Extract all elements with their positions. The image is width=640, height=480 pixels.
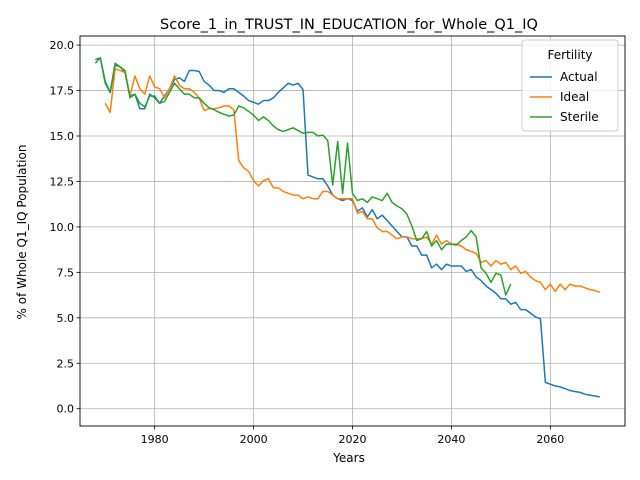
x-tick-label: 2020 bbox=[339, 433, 367, 446]
series-line-sterile bbox=[94, 57, 512, 296]
y-tick-label: 17.5 bbox=[50, 85, 75, 98]
y-tick-label: 0.0 bbox=[57, 403, 75, 416]
y-tick-label: 2.5 bbox=[57, 357, 75, 370]
series-line-ideal bbox=[104, 67, 601, 294]
x-tick-label: 2000 bbox=[240, 433, 268, 446]
legend-title: Fertility bbox=[547, 48, 592, 62]
legend-items: Actual Ideal Sterile bbox=[530, 70, 599, 124]
x-axis-label: Years bbox=[332, 451, 365, 465]
y-tick-label: 15.0 bbox=[50, 130, 75, 143]
y-tick-label: 12.5 bbox=[50, 175, 75, 188]
x-tick-label: 1980 bbox=[141, 433, 169, 446]
legend-label-ideal: Ideal bbox=[560, 90, 589, 104]
y-axis-label: % of Whole Q1_IQ Population bbox=[15, 145, 29, 320]
y-tick-label: 20.0 bbox=[50, 39, 75, 52]
y-axis-ticks: 0.0 2.5 5.0 7.5 10.0 12.5 15.0 17.5 20.0 bbox=[50, 39, 80, 416]
x-tick-label: 2040 bbox=[437, 433, 465, 446]
legend: Fertility Actual Ideal Sterile bbox=[521, 39, 619, 132]
x-axis-ticks: 1980 2000 2020 2040 2060 bbox=[141, 426, 564, 446]
y-tick-label: 7.5 bbox=[57, 266, 75, 279]
x-tick-label: 2060 bbox=[536, 433, 564, 446]
y-tick-label: 5.0 bbox=[57, 312, 75, 325]
plot-area bbox=[79, 35, 626, 427]
y-tick-label: 10.0 bbox=[50, 221, 75, 234]
legend-box bbox=[521, 39, 619, 132]
chart-title: Score_1_in_TRUST_IN_EDUCATION_for_Whole_… bbox=[160, 17, 538, 33]
x-gridlines bbox=[154, 36, 551, 426]
series-lines bbox=[94, 57, 601, 398]
y-gridlines bbox=[80, 44, 625, 410]
legend-label-sterile: Sterile bbox=[560, 110, 599, 124]
legend-label-actual: Actual bbox=[560, 70, 598, 84]
